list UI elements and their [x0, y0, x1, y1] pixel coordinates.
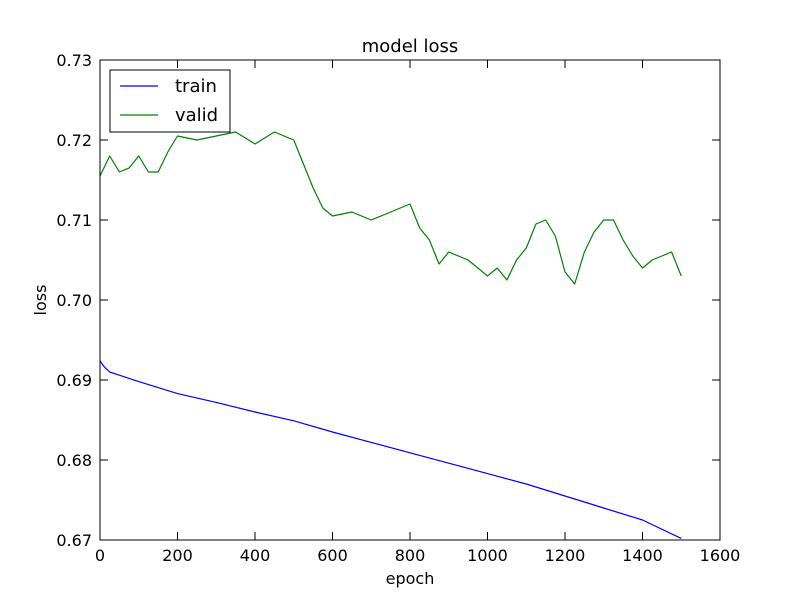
x-axis-label: epoch	[386, 569, 435, 588]
legend-box	[109, 69, 231, 133]
y-axis-label: loss	[31, 285, 50, 316]
legend-label-valid: valid	[175, 105, 218, 126]
y-tick-label: 0.72	[56, 131, 92, 150]
y-tick-label: 0.73	[56, 51, 92, 70]
x-tick-label: 400	[240, 546, 271, 565]
y-tick-label: 0.69	[56, 371, 92, 390]
x-tick-label: 1200	[545, 546, 586, 565]
x-tick-label: 200	[162, 546, 193, 565]
x-tick-label: 0	[95, 546, 105, 565]
series-line-valid	[99, 131, 682, 285]
x-tick-label: 600	[317, 546, 348, 565]
y-tick-label: 0.70	[56, 291, 92, 310]
x-tick-label: 800	[395, 546, 426, 565]
y-tick-label: 0.67	[56, 531, 92, 550]
y-tick-label: 0.71	[56, 211, 92, 230]
x-tick-label: 1400	[622, 546, 663, 565]
x-tick-label: 1600	[700, 546, 741, 565]
x-tick-label: 1000	[467, 546, 508, 565]
series-line-train	[99, 360, 682, 539]
legend-label-train: train	[175, 76, 217, 97]
y-tick-label: 0.68	[56, 451, 92, 470]
chart-title: model loss	[362, 36, 459, 57]
plot-area: 0 200 400 600 800 1000 1200 1400 1600 0.67 0.68 0.6…	[56, 51, 740, 565]
